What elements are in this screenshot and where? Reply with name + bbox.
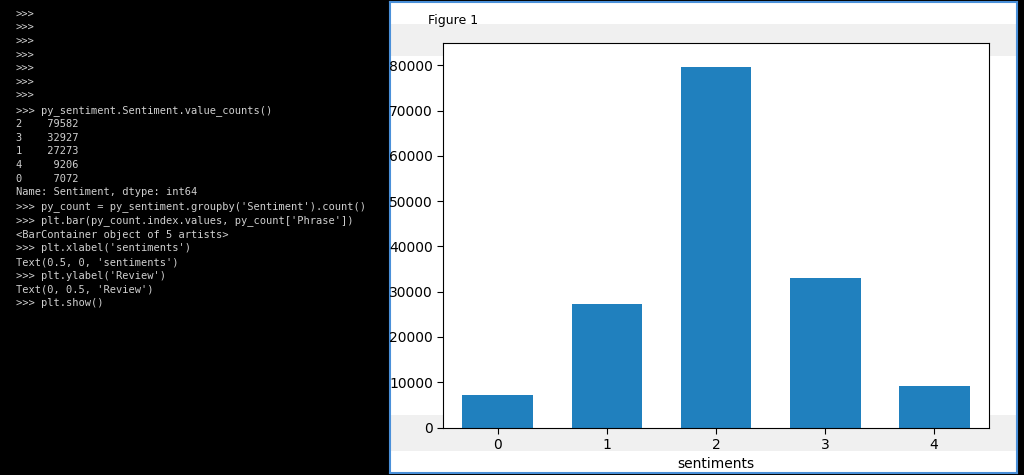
X-axis label: sentiments: sentiments: [678, 457, 755, 472]
Text: Figure 1: Figure 1: [428, 14, 478, 27]
Bar: [899, 386, 970, 428]
Y-axis label: Review: Review: [370, 210, 384, 260]
Bar: [681, 67, 752, 428]
Bar: [390, 415, 1017, 451]
Text: >>>
>>>
>>>
>>>
>>>
>>>
>>>
>>> py_sentiment.Sentiment.value_counts()
2    79582: >>> >>> >>> >>> >>> >>> >>> >>> py_senti…: [15, 10, 366, 308]
Bar: [463, 396, 534, 428]
Bar: [571, 304, 642, 428]
Bar: [790, 278, 860, 428]
Bar: [390, 24, 1017, 56]
